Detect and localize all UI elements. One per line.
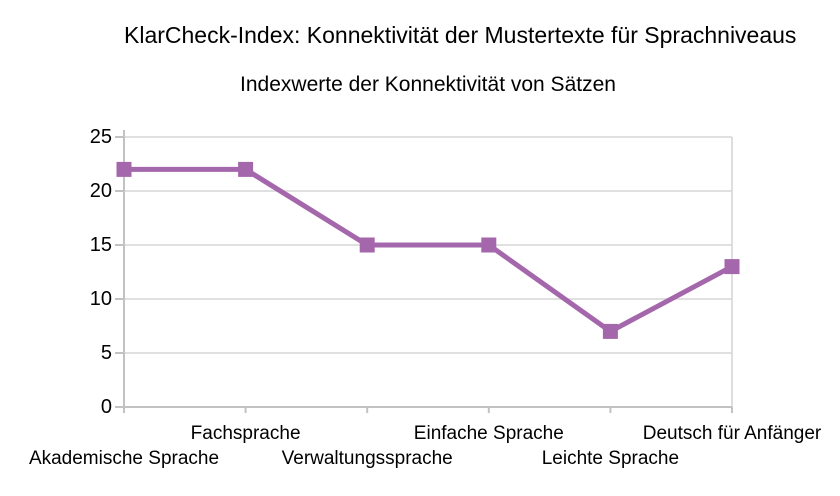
x-axis-category-label: Deutsch für Anfänger [642,423,822,444]
y-axis-tick-label: 0 [100,396,112,418]
chart-subtitle: Indexwerte der Konnektivität von Sätzen [240,73,616,96]
data-point-marker [481,237,497,253]
x-axis-category-label: Leichte Sprache [541,448,680,469]
y-axis-tick-label: 20 [89,180,112,202]
data-point-marker [116,161,132,177]
x-axis-category-label: Fachsprache [190,423,301,444]
y-axis-tick-label: 5 [100,342,112,364]
chart-title: KlarCheck-Index: Konnektivität der Muste… [124,22,797,48]
trend-line [124,166,734,335]
data-point-marker [238,161,254,177]
y-axis-tick-label: 15 [89,234,112,256]
y-axis-tick-label: 10 [89,288,112,310]
data-point-marker [602,323,618,339]
data-point-marker [359,237,375,253]
x-axis-category-label: Akademische Sprache [28,448,220,469]
data-point-marker [724,259,740,275]
x-axis-category-label: Verwaltungssprache [281,448,453,469]
x-axis-category-label: Einfache Sprache [413,423,564,444]
y-axis-tick-label: 25 [89,126,112,148]
